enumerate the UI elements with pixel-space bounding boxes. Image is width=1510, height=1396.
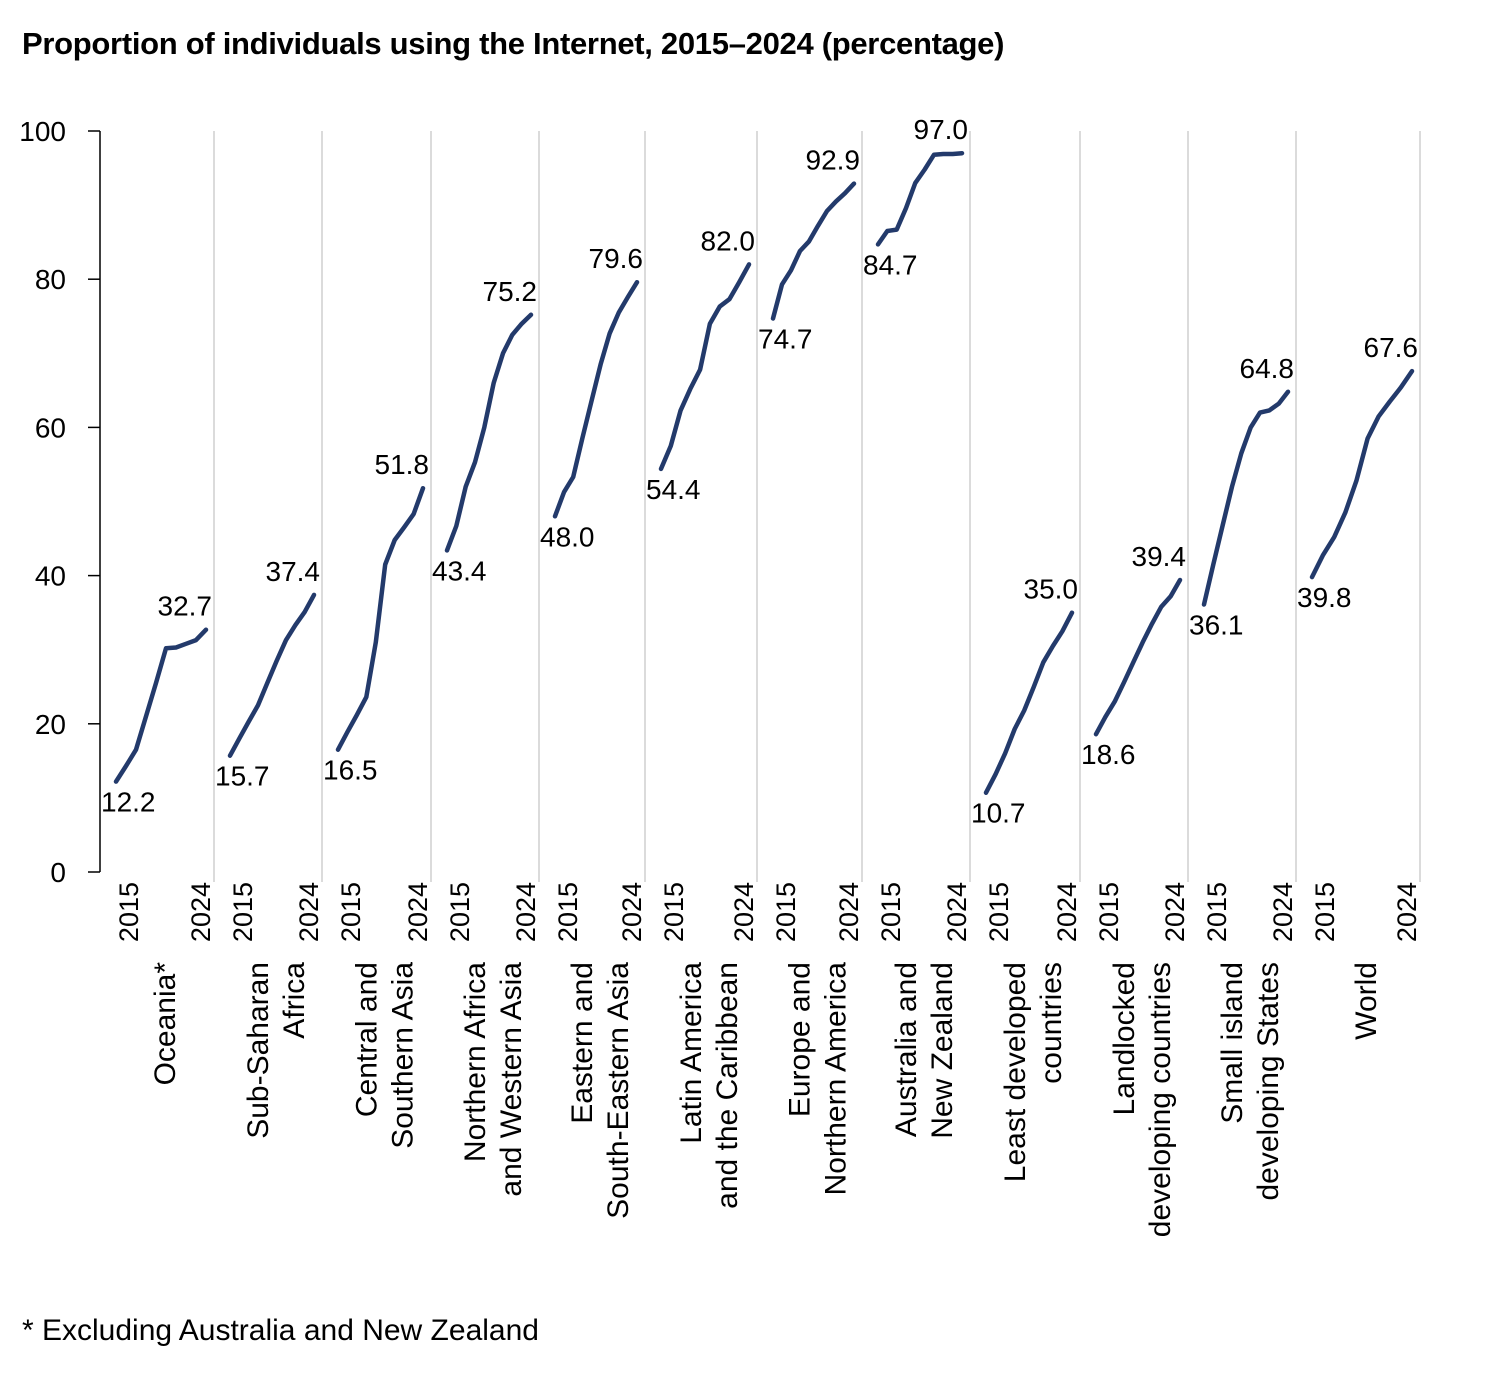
start-value-label: 48.0 — [540, 521, 595, 552]
x-tick-label: 2015 — [1094, 882, 1124, 942]
x-tick-label: 2024 — [294, 882, 324, 942]
series-line — [770, 181, 857, 321]
series-line — [444, 312, 534, 553]
category-label: South-Eastern Asia — [602, 962, 635, 1219]
start-value-label: 43.4 — [432, 555, 487, 586]
category-label: and the Caribbean — [711, 962, 744, 1209]
x-tick-label: 2015 — [1202, 882, 1232, 942]
category-label: Latin America — [675, 962, 708, 1144]
category-label: Australia and — [890, 962, 923, 1137]
x-tick-label: 2015 — [1310, 882, 1340, 942]
category-label: Africa — [278, 962, 311, 1039]
end-value-label: 51.8 — [375, 449, 430, 480]
category-label: and Western Asia — [495, 962, 528, 1197]
end-value-label: 39.4 — [1132, 541, 1187, 572]
category-label: Sub-Saharan — [242, 962, 275, 1139]
x-tick-label: 2024 — [1052, 882, 1082, 942]
start-value-label: 15.7 — [215, 761, 270, 792]
series-line — [227, 592, 317, 758]
category-label: developing States — [1252, 962, 1285, 1201]
series-line — [983, 610, 1075, 795]
y-tick-label: 100 — [19, 116, 66, 147]
series-line — [1201, 389, 1291, 607]
end-value-label: 92.9 — [806, 145, 861, 176]
category-label: Oceania* — [149, 962, 182, 1086]
footnote: * Excluding Australia and New Zealand — [22, 1314, 539, 1347]
start-value-label: 74.7 — [758, 323, 813, 354]
end-value-label: 35.0 — [1024, 574, 1079, 605]
end-value-label: 67.6 — [1364, 332, 1419, 363]
y-tick-label: 0 — [50, 857, 66, 888]
x-tick-label: 2024 — [1160, 882, 1190, 942]
y-tick-label: 40 — [35, 561, 66, 592]
start-value-label: 84.7 — [863, 249, 918, 280]
start-value-label: 39.8 — [1297, 582, 1352, 613]
x-tick-label: 2024 — [403, 882, 433, 942]
x-tick-label: 2024 — [511, 882, 541, 942]
start-value-label: 36.1 — [1189, 609, 1244, 640]
series-line — [658, 262, 752, 472]
x-tick-label: 2015 — [984, 882, 1014, 942]
x-tick-label: 2015 — [445, 882, 475, 942]
series-line — [552, 279, 640, 519]
end-value-label: 97.0 — [914, 114, 969, 145]
start-value-label: 12.2 — [101, 787, 156, 818]
x-tick-label: 2024 — [1268, 882, 1298, 942]
chart-title: Proportion of individuals using the Inte… — [22, 26, 1005, 61]
x-tick-label: 2024 — [617, 882, 647, 942]
x-tick-label: 2015 — [876, 882, 906, 942]
category-label: World — [1350, 962, 1383, 1040]
series-line — [1093, 577, 1183, 737]
x-tick-label: 2015 — [114, 882, 144, 942]
x-tick-label: 2024 — [942, 882, 972, 942]
category-label: New Zealand — [926, 962, 959, 1139]
y-tick-label: 20 — [35, 709, 66, 740]
end-value-label: 75.2 — [483, 276, 538, 307]
x-tick-label: 2024 — [186, 882, 216, 942]
x-tick-label: 2024 — [729, 882, 759, 942]
category-label: Northern Africa — [459, 962, 492, 1162]
x-tick-label: 2015 — [228, 882, 258, 942]
end-value-label: 64.8 — [1240, 353, 1295, 384]
start-value-label: 18.6 — [1081, 739, 1136, 770]
category-label: Central and — [351, 962, 384, 1117]
category-label: Landlocked — [1108, 962, 1141, 1115]
category-label: developing countries — [1144, 962, 1177, 1237]
category-label: Europe and — [784, 962, 817, 1117]
x-tick-label: 2015 — [771, 882, 801, 942]
series-line — [875, 150, 965, 247]
category-label: Least developed — [999, 962, 1032, 1182]
category-label: countries — [1035, 962, 1068, 1084]
series-line — [113, 627, 209, 784]
end-value-label: 32.7 — [158, 591, 213, 622]
start-value-label: 10.7 — [971, 798, 1026, 829]
end-value-label: 82.0 — [701, 225, 756, 256]
series-line — [335, 485, 426, 752]
x-tick-label: 2015 — [553, 882, 583, 942]
end-value-label: 37.4 — [266, 556, 321, 587]
end-value-label: 79.6 — [589, 243, 644, 274]
y-tick-label: 60 — [35, 412, 66, 443]
x-tick-label: 2024 — [1392, 882, 1422, 942]
x-tick-label: 2024 — [834, 882, 864, 942]
category-label: Small island — [1216, 962, 1249, 1124]
y-tick-label: 80 — [35, 264, 66, 295]
category-label: Northern America — [820, 962, 853, 1196]
category-label: Eastern and — [566, 962, 599, 1124]
series-line — [1309, 368, 1415, 580]
start-value-label: 16.5 — [323, 755, 378, 786]
start-value-label: 54.4 — [646, 474, 701, 505]
x-tick-label: 2015 — [336, 882, 366, 942]
category-label: Southern Asia — [387, 962, 420, 1149]
x-tick-label: 2015 — [659, 882, 689, 942]
